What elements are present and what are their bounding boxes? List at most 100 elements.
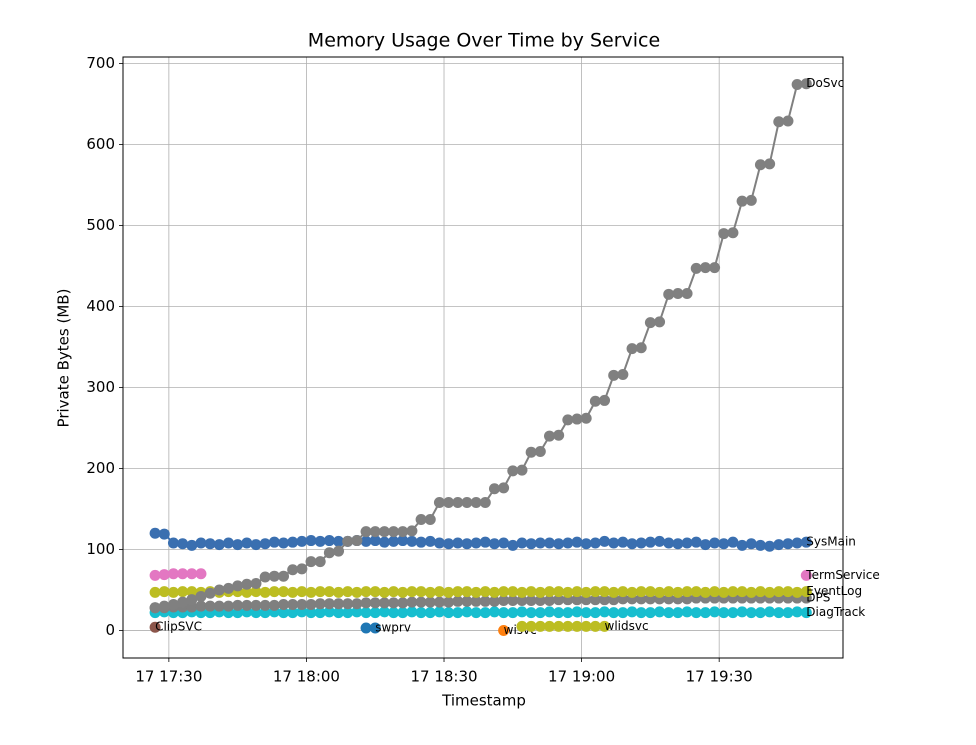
data-point: [571, 594, 583, 606]
series-label: ClipSVC: [155, 620, 202, 634]
data-point: [791, 606, 803, 618]
data-point: [644, 586, 656, 598]
data-point: [543, 430, 555, 442]
data-point: [241, 537, 253, 549]
data-point: [736, 195, 748, 207]
data-point: [378, 536, 390, 548]
data-point: [543, 620, 555, 632]
data-point: [415, 607, 427, 619]
data-point: [333, 598, 345, 610]
data-point: [397, 597, 409, 609]
data-point: [571, 536, 583, 548]
x-tick-label: 17 18:00: [273, 668, 340, 686]
data-point: [525, 586, 537, 598]
data-point: [599, 594, 611, 606]
data-point: [323, 598, 335, 610]
data-point: [305, 607, 317, 619]
series-line: [154, 82, 807, 609]
data-point: [571, 413, 583, 425]
data-point: [424, 535, 436, 547]
data-point: [589, 537, 601, 549]
data-point: [681, 606, 693, 618]
data-point: [507, 465, 519, 477]
data-point: [241, 578, 253, 590]
data-point: [626, 343, 638, 355]
data-point: [415, 586, 427, 598]
data-point: [424, 607, 436, 619]
data-point: [580, 412, 592, 424]
data-point: [654, 606, 666, 618]
data-point: [672, 538, 684, 550]
data-point: [764, 586, 776, 598]
data-point: [259, 586, 271, 598]
data-point: [736, 586, 748, 598]
data-point: [488, 538, 500, 550]
data-point: [351, 586, 363, 598]
data-point: [534, 594, 546, 606]
data-point: [351, 535, 363, 547]
data-point: [167, 586, 179, 598]
data-point: [516, 537, 528, 549]
data-point: [406, 525, 418, 537]
data-point: [461, 496, 473, 508]
data-point: [443, 607, 455, 619]
data-point: [800, 78, 812, 90]
data-point: [599, 586, 611, 598]
data-point: [195, 568, 207, 580]
data-point: [727, 607, 739, 619]
y-tick-label: 500: [86, 216, 115, 234]
data-point: [351, 606, 363, 618]
data-point: [305, 535, 317, 547]
data-point: [314, 598, 326, 610]
data-point: [654, 316, 666, 328]
data-point: [433, 606, 445, 618]
data-point: [727, 536, 739, 548]
data-point: [287, 586, 299, 598]
data-point: [791, 79, 803, 91]
data-point: [369, 597, 381, 609]
data-point: [305, 556, 317, 568]
data-point: [360, 597, 372, 609]
data-point: [709, 262, 721, 274]
series-label: DoSvc: [806, 76, 844, 90]
data-point: [433, 586, 445, 598]
data-point: [516, 620, 528, 632]
data-point: [534, 586, 546, 598]
data-point: [709, 586, 721, 598]
data-point: [167, 568, 179, 580]
data-point: [177, 596, 189, 608]
data-point: [562, 586, 574, 598]
data-point: [800, 536, 812, 548]
data-point: [635, 586, 647, 598]
data-point: [507, 594, 519, 606]
data-point: [479, 496, 491, 508]
data-point: [589, 620, 601, 632]
data-point: [672, 586, 684, 598]
data-point: [388, 607, 400, 619]
y-tick-label: 300: [86, 378, 115, 396]
y-tick-label: 100: [86, 540, 115, 558]
data-point: [608, 607, 620, 619]
data-point: [488, 606, 500, 618]
data-point: [800, 569, 812, 581]
data-point: [186, 539, 198, 551]
data-point: [608, 369, 620, 381]
data-point: [516, 606, 528, 618]
data-point: [635, 537, 647, 549]
series-label: SysMain: [806, 535, 856, 549]
data-point: [516, 464, 528, 476]
data-point: [488, 586, 500, 598]
data-point: [718, 586, 730, 598]
data-point: [333, 545, 345, 557]
data-point: [727, 227, 739, 239]
data-point: [470, 607, 482, 619]
data-point: [498, 482, 510, 494]
series-label: wlidsvc: [605, 619, 649, 633]
x-tick-label: 17 19:30: [686, 668, 753, 686]
data-point: [553, 620, 565, 632]
y-tick-label: 700: [86, 54, 115, 72]
data-point: [562, 620, 574, 632]
data-point: [287, 536, 299, 548]
x-tick-label: 17 19:00: [548, 668, 615, 686]
